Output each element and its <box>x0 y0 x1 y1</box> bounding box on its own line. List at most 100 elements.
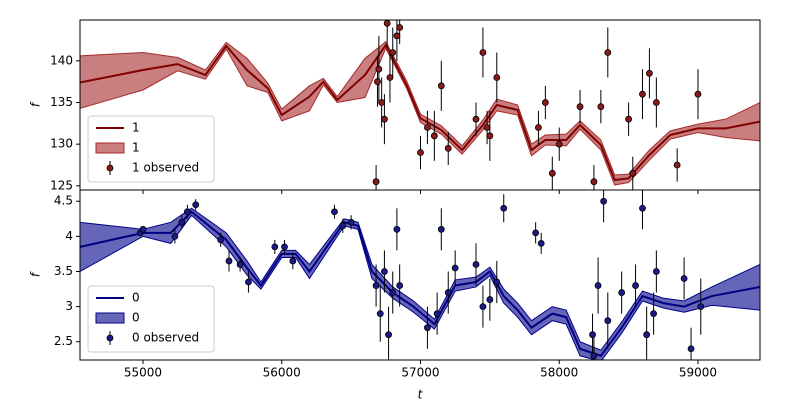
observed-point <box>437 82 445 90</box>
legend-label: 1 <box>132 121 140 135</box>
observed-point <box>632 282 639 289</box>
observed-point <box>604 317 612 325</box>
observed-point <box>374 78 381 86</box>
x-tick-label: 55000 <box>124 366 162 380</box>
observed-point <box>680 275 688 282</box>
observed-point <box>417 149 424 156</box>
legend-marker <box>106 164 114 172</box>
y-axis-label: f <box>29 101 43 107</box>
legend-swatch <box>95 312 125 324</box>
observed-point <box>424 324 431 332</box>
observed-point <box>697 303 705 311</box>
observed-point <box>472 261 480 268</box>
observed-point <box>548 169 556 177</box>
observed-point <box>378 99 386 106</box>
observed-point <box>339 222 347 230</box>
observed-point <box>375 65 383 73</box>
observed-point <box>381 268 388 275</box>
observed-point <box>650 310 657 318</box>
observed-point <box>430 132 438 140</box>
legend-box <box>87 115 215 183</box>
observed-point <box>594 282 602 289</box>
observed-point <box>590 352 598 360</box>
observed-point <box>604 49 612 56</box>
observed-point <box>139 225 147 233</box>
legend-swatch <box>95 142 125 154</box>
y-tick-label: 3.5 <box>54 264 73 278</box>
observed-point <box>347 218 355 226</box>
legend-label: 0 observed <box>132 331 199 345</box>
observed-point <box>393 32 401 40</box>
observed-point <box>385 331 392 339</box>
observed-point <box>281 243 288 251</box>
observed-point <box>376 310 384 318</box>
y-tick-label: 135 <box>50 95 73 109</box>
observed-point <box>451 264 459 272</box>
observed-point <box>483 124 491 131</box>
legend-label: 0 <box>132 311 140 325</box>
observed-point <box>479 303 487 311</box>
observed-point <box>600 197 608 205</box>
observed-point <box>479 49 487 56</box>
observed-point <box>444 144 452 152</box>
observed-point <box>535 124 542 131</box>
observed-point <box>639 204 646 212</box>
observed-point <box>271 243 279 251</box>
observed-point <box>372 178 380 186</box>
observed-point <box>472 115 480 123</box>
x-tick-label: 57000 <box>401 366 439 380</box>
observed-point <box>225 257 233 265</box>
legend-label: 1 <box>132 141 140 155</box>
observed-point <box>386 74 394 81</box>
y-axis-label: f <box>29 271 43 277</box>
observed-point <box>618 289 626 296</box>
observed-point <box>629 169 637 177</box>
observed-point <box>424 124 431 131</box>
model-line <box>80 210 760 357</box>
observed-point <box>236 261 244 268</box>
x-tick-label: 56000 <box>263 366 301 380</box>
plot-area <box>80 20 760 190</box>
observed-point <box>532 229 540 237</box>
observed-point <box>396 282 404 289</box>
legend-marker <box>106 334 114 342</box>
y-tick-label: 2.5 <box>54 334 73 348</box>
observed-point <box>694 90 702 98</box>
plot-area <box>80 190 760 360</box>
y-tick-label: 140 <box>50 53 73 67</box>
confidence-band <box>80 40 760 186</box>
observed-point <box>183 208 191 216</box>
observed-point <box>486 296 494 303</box>
observed-point <box>646 69 653 77</box>
observed-point <box>393 225 401 233</box>
observed-point <box>217 236 225 244</box>
observed-point <box>192 201 200 209</box>
observed-point <box>171 232 179 240</box>
observed-point <box>389 49 397 56</box>
observed-point <box>389 289 397 296</box>
legend-label: 1 observed <box>132 161 199 175</box>
y-tick-label: 4.5 <box>54 194 73 208</box>
observed-point <box>673 161 681 169</box>
observed-point <box>576 103 584 111</box>
observed-point <box>245 278 252 286</box>
observed-point <box>500 204 508 212</box>
observed-point <box>178 218 186 226</box>
observed-point <box>643 331 651 339</box>
observed-point <box>493 278 501 286</box>
observed-point <box>486 132 494 140</box>
observed-point <box>597 103 605 111</box>
observed-point <box>289 257 297 265</box>
observed-point <box>652 268 660 275</box>
observed-point <box>639 90 646 98</box>
observed-point <box>687 345 695 353</box>
observed-point <box>372 282 380 289</box>
observed-point <box>437 225 445 233</box>
y-tick-label: 3 <box>65 299 73 313</box>
observed-point <box>590 178 598 186</box>
observed-point <box>652 99 660 106</box>
legend-box <box>87 285 215 353</box>
observed-point <box>537 239 545 247</box>
legend-label: 0 <box>132 291 140 305</box>
